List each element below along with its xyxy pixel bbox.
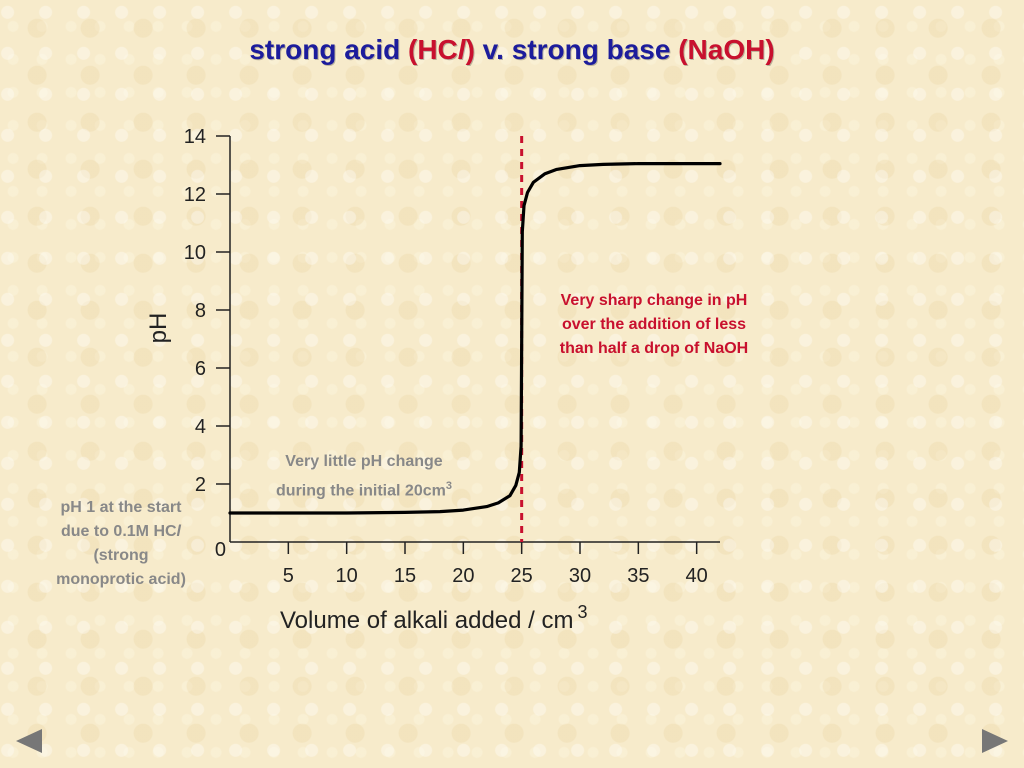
sharp-annotation-line-2: over the addition of less [561,316,747,333]
y-tick-label: 6 [195,358,206,380]
title-acid-formula-close: ) [465,34,475,65]
title-acid-formula-italic: l [457,34,466,65]
start-annotation-line-3: (strong [93,547,149,564]
title-text-1: strong acid [249,34,409,65]
next-slide-button[interactable] [980,728,1010,754]
x-tick-label: 15 [394,565,416,587]
little-annotation-line-2: during the initial 20cm3 [248,474,480,503]
little-annotation-sup: 3 [445,480,452,492]
x-tick-label: 40 [686,565,708,587]
little-annotation-line-1: Very little pH change [285,453,443,470]
x-axis-label: Volume of alkali added / cm 3 [280,602,588,634]
start-annotation-line-4: monoprotic acid) [56,571,186,588]
x-tick-label: 35 [627,565,649,587]
title-base-formula: (NaOH) [678,34,775,65]
y-axis-label: pH [145,313,172,344]
title-text-2: v. strong base [474,34,679,65]
sharp-change-annotation: Very sharp change in pH over the additio… [528,289,780,361]
start-annotation-line-1: pH 1 at the start [60,499,182,516]
y-tick-label: 10 [184,242,206,264]
sharp-annotation-line-3: than half a drop of NaOH [559,340,749,357]
slide-title: strong acid (HCl) v. strong base (NaOH) [0,34,1024,66]
x-tick-label: 30 [569,565,591,587]
start-annotation-line-2: due to 0.1M HCl [30,520,212,544]
y-tick-label: 2 [195,474,206,496]
left-triangle-icon [16,729,42,753]
y-tick-label: 4 [195,416,206,438]
y-tick-label: 12 [184,184,206,206]
x-tick-label: 5 [283,565,294,587]
x-tick-label: 25 [511,565,533,587]
start-annotation-line-2-italic: l [176,523,181,540]
y-tick-label: 14 [184,126,206,148]
little-annotation-line-2-text: during the initial 20cm [276,482,446,500]
title-acid-formula-open: (HC [408,34,458,65]
x-axis-label-text: Volume of alkali added / cm [280,607,574,634]
previous-slide-button[interactable] [14,728,44,754]
start-annotation-line-2-text: due to 0.1M HC [60,523,177,540]
x-tick-label: 10 [336,565,358,587]
sharp-annotation-line-1: Very sharp change in pH [560,292,748,309]
y-tick-label: 0 [215,539,226,561]
right-triangle-icon [982,729,1008,753]
titration-curve-line [228,162,722,515]
x-tick-label: 20 [452,565,474,587]
start-ph-annotation: pH 1 at the start due to 0.1M HCl (stron… [30,496,212,592]
x-axis-label-sup: 3 [578,602,588,622]
little-change-annotation: Very little pH change during the initial… [248,450,480,503]
y-tick-label: 8 [195,300,206,322]
